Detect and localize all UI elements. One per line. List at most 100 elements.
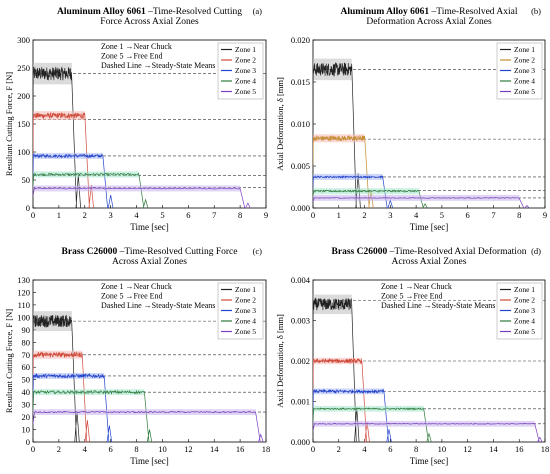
- legend-label-zone-5: Zone 5: [514, 327, 535, 336]
- y-tick-label: 60: [22, 362, 31, 372]
- y-axis-label: Axial Deformation, δ [mm]: [275, 77, 285, 171]
- annotation-note: Zone 5 →Free End: [381, 292, 443, 301]
- series-line-zone-5: [313, 423, 543, 442]
- x-tick-label: 6: [466, 210, 470, 220]
- x-tick-label: 12: [463, 444, 472, 454]
- y-tick-label: 0.002: [291, 356, 310, 366]
- chart-title-line2: Across Axial Zones: [392, 257, 467, 267]
- y-tick-label: 150: [17, 119, 30, 129]
- y-tick-label: 0: [26, 203, 30, 213]
- series-line-zone-4: [33, 172, 149, 208]
- series-group: [33, 311, 266, 442]
- x-tick-label: 7: [212, 210, 216, 220]
- panel-tag: (b): [531, 6, 541, 16]
- series-line-zone-2: [313, 357, 370, 442]
- chart-title: Aluminum Alloy 6061 –Time-Resolved Cutti…: [57, 7, 242, 17]
- legend-label-zone-3: Zone 3: [514, 306, 535, 315]
- series-line-zone-2: [33, 351, 91, 442]
- y-axis-label: Axial Deformation, δ [mm]: [275, 314, 285, 408]
- x-tick-label: 18: [541, 444, 550, 454]
- chart-title: Brass C26000 –Time-Resolved Cutting Forc…: [62, 247, 238, 257]
- y-tick-label: 0: [26, 437, 30, 447]
- series-line-zone-1: [313, 297, 360, 442]
- annotation-note: Dashed Line →Steady-State Means: [381, 301, 495, 310]
- chart-title-rest: –Time-Resolved Axial Deformation: [387, 246, 526, 257]
- x-tick-label: 2: [57, 444, 61, 454]
- annotation-note: Zone 1 →Near Chuck: [381, 282, 452, 291]
- legend-label-zone-1: Zone 1: [235, 45, 256, 54]
- y-tick-label: 70: [22, 350, 31, 360]
- series-line-zone-1: [33, 66, 81, 208]
- series-line-zone-4: [313, 189, 428, 208]
- series-line-zone-4: [33, 389, 153, 442]
- y-axis-label: Resultant Cutting Force, F [N]: [4, 72, 14, 176]
- legend-label-zone-5: Zone 5: [235, 327, 256, 336]
- y-tick-label: 120: [17, 287, 30, 297]
- x-axis-label: Time [sec]: [410, 222, 448, 232]
- chart-title-rest: –Time-Resolved Axial: [429, 7, 518, 17]
- y-tick-label: 80: [22, 337, 31, 347]
- x-axis-label: Time [sec]: [410, 456, 448, 466]
- x-tick-label: 7: [491, 210, 495, 220]
- y-tick-label: 50: [22, 375, 31, 385]
- y-tick-label: 0.000: [291, 203, 310, 213]
- chart-title-bold: Aluminum Alloy 6061: [57, 7, 146, 17]
- x-tick-label: 14: [489, 444, 498, 454]
- legend-label-zone-5: Zone 5: [235, 87, 256, 96]
- x-tick-label: 16: [236, 444, 245, 454]
- x-tick-label: 10: [438, 444, 447, 454]
- x-axis-label: Time [sec]: [130, 222, 168, 232]
- legend-label-zone-3: Zone 3: [514, 66, 535, 75]
- y-tick-label: 130: [17, 275, 30, 285]
- chart-title-line2: Across Axial Zones: [112, 257, 187, 267]
- legend-label-zone-4: Zone 4: [235, 317, 256, 326]
- x-tick-label: 2: [337, 444, 341, 454]
- x-tick-label: 2: [362, 210, 366, 220]
- x-tick-label: 1: [337, 210, 341, 220]
- series-line-zone-2: [313, 134, 374, 208]
- legend-label-zone-1: Zone 1: [514, 285, 535, 294]
- y-tick-label: 110: [18, 300, 30, 310]
- chart-panel-b: Aluminum Alloy 6061 –Time-Resolved Axial…: [275, 6, 547, 232]
- x-tick-label: 3: [388, 210, 392, 220]
- chart-panel-c: Brass C26000 –Time-Resolved Cutting Forc…: [4, 246, 270, 466]
- chart-title: Brass C26000 –Time-Resolved Axial Deform…: [332, 246, 527, 257]
- x-tick-label: 0: [31, 210, 35, 220]
- x-tick-label: 8: [414, 444, 418, 454]
- annotation-note: Dashed Line →Steady-State Means: [101, 301, 215, 310]
- x-tick-label: 6: [186, 210, 190, 220]
- legend-label-zone-2: Zone 2: [235, 296, 256, 305]
- x-tick-label: 6: [388, 444, 392, 454]
- series-band-zone-3: [33, 152, 103, 159]
- annotation-note: Zone 5 →Free End: [101, 292, 163, 301]
- chart-title: Aluminum Alloy 6061 –Time-Resolved Axial: [340, 7, 517, 17]
- y-tick-label: 0.010: [291, 119, 310, 129]
- series-band-zone-4: [313, 405, 424, 412]
- legend-label-zone-1: Zone 1: [235, 285, 256, 294]
- series-line-zone-5: [313, 197, 530, 208]
- chart-title-line2: Force Across Axial Zones: [100, 17, 199, 27]
- x-tick-label: 10: [158, 444, 167, 454]
- y-tick-label: 250: [17, 63, 30, 73]
- x-tick-label: 14: [210, 444, 219, 454]
- x-tick-label: 1: [57, 210, 61, 220]
- legend-label-zone-5: Zone 5: [514, 87, 535, 96]
- y-tick-label: 0.000: [291, 437, 310, 447]
- series-line-zone-2: [33, 112, 94, 208]
- legend-label-zone-2: Zone 2: [514, 56, 535, 65]
- y-tick-label: 100: [17, 147, 30, 157]
- y-tick-label: 20: [22, 412, 31, 422]
- y-tick-label: 30: [22, 400, 31, 410]
- series-line-zone-4: [313, 407, 432, 442]
- x-tick-label: 12: [184, 444, 193, 454]
- series-line-zone-5: [33, 410, 264, 442]
- x-tick-label: 8: [134, 444, 138, 454]
- chart-title-rest: –Time-Resolved Cutting: [146, 7, 242, 17]
- chart-panel-a: Aluminum Alloy 6061 –Time-Resolved Cutti…: [4, 6, 268, 232]
- chart-title-line2: Deformation Across Axial Zones: [366, 16, 492, 27]
- y-tick-label: 0.001: [291, 397, 310, 407]
- series-group: [33, 62, 266, 208]
- y-tick-label: 50: [22, 175, 31, 185]
- y-tick-label: 0.004: [291, 275, 311, 285]
